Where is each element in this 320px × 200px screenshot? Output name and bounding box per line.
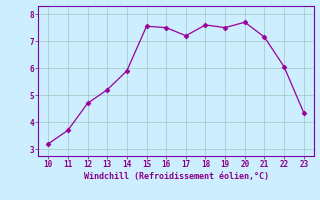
X-axis label: Windchill (Refroidissement éolien,°C): Windchill (Refroidissement éolien,°C) (84, 172, 268, 181)
